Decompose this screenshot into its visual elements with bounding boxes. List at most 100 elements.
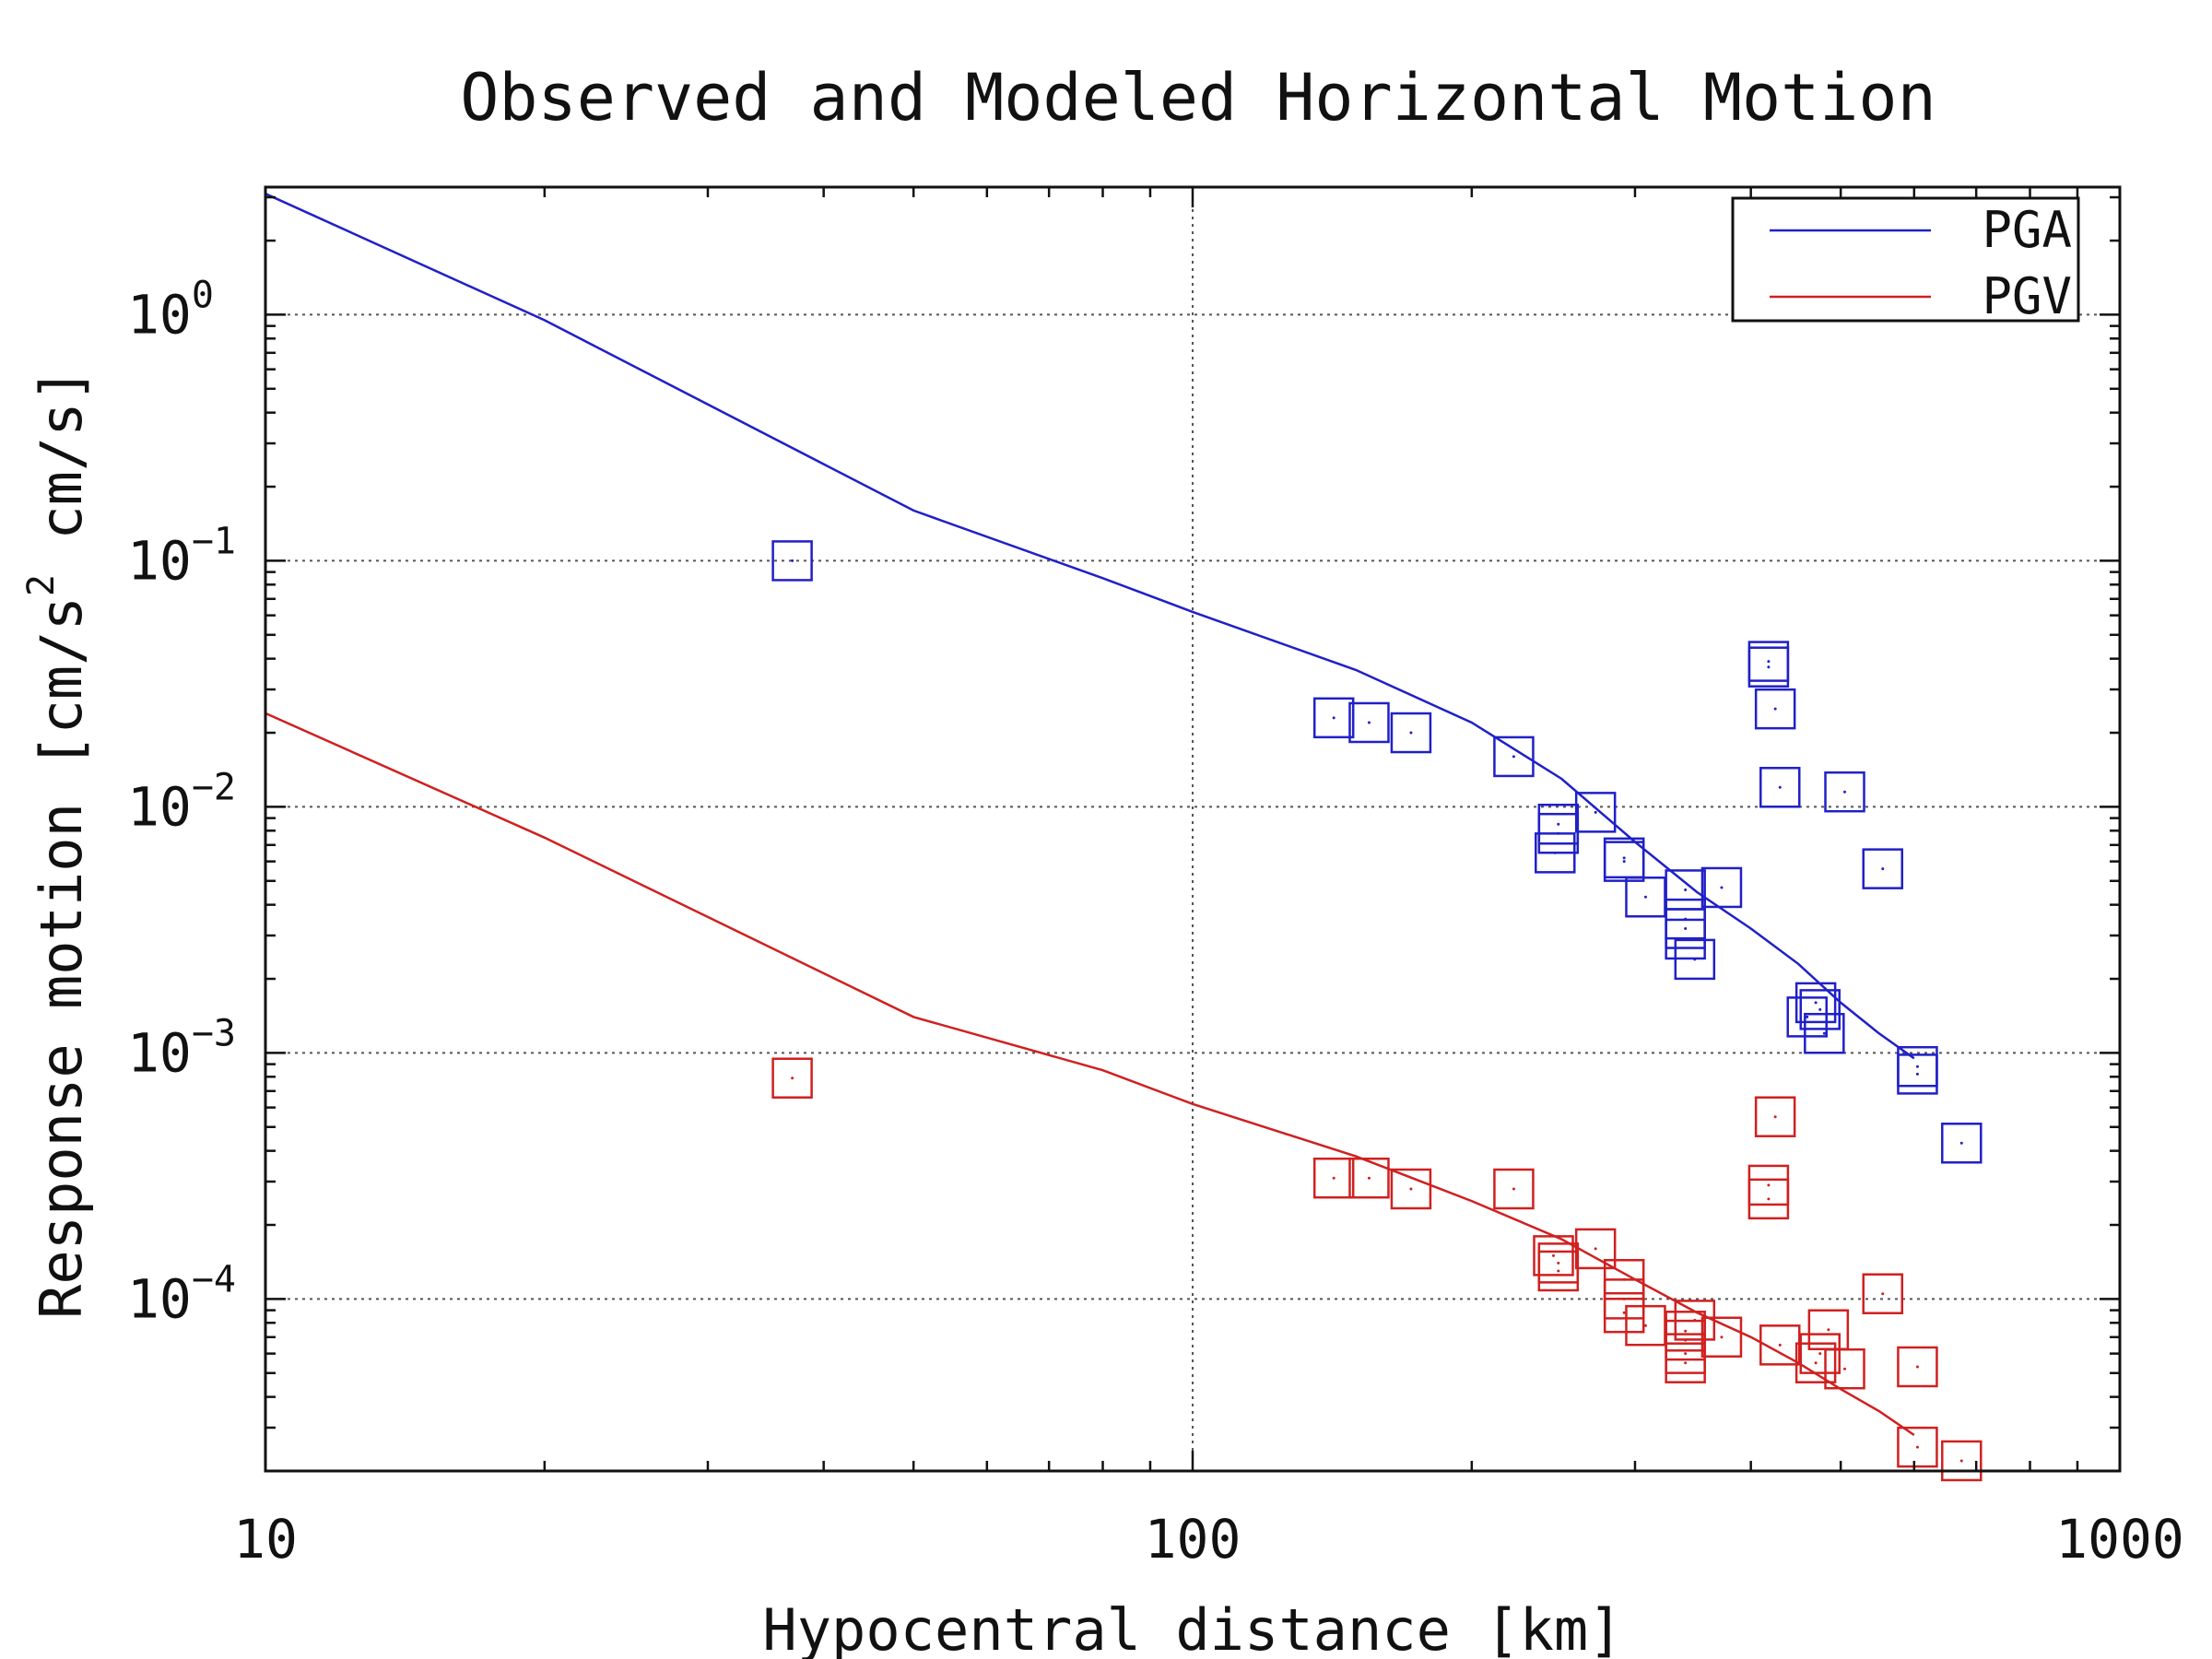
observed-point-center [1693,1318,1697,1322]
observed-point-center [1814,1361,1818,1365]
observed-point-pgv [1941,1440,1983,1482]
observed-point-pga [1794,982,1837,1024]
y-tick-exponent: −4 [192,1258,236,1300]
x-tick-label: 100 [1145,1508,1241,1571]
observed-point-center [1594,810,1597,814]
observed-point-center [1557,1261,1560,1265]
observed-point-pgv [1799,1333,1841,1374]
observed-point-center [1553,851,1557,854]
legend-label-pgv: PGV [1982,267,2072,325]
observed-point-center [1827,1328,1830,1332]
y-tick-label: 10−2 [127,766,236,838]
observed-point-pga [771,540,813,582]
y-tick-base: 10 [127,1021,192,1084]
model-line-pgv [265,712,1915,1437]
observed-point-pga [1390,712,1432,754]
x-axis-label: Hypocentral distance [km] [762,1596,1622,1659]
observed-point-pga [1862,848,1904,889]
observed-point-center [1767,1197,1771,1201]
observed-point-center [1915,1072,1919,1076]
observed-point-pgv [1533,1235,1574,1277]
observed-point-center [1552,1253,1556,1257]
observed-point-pgv [1897,1426,1938,1468]
y-axis-label: Response motion [cm/s2 cm/s] [20,368,95,1319]
observed-point-center [1512,755,1515,759]
y-tick-exponent: −3 [192,1012,236,1054]
observed-point-center [1367,721,1371,724]
x-tick-label: 1000 [2055,1508,2184,1571]
observed-point-pga [1786,996,1828,1038]
observed-point-pga [1754,688,1796,730]
observed-point-center [1684,1329,1688,1333]
observed-point-pgv [1674,1300,1716,1341]
x-tick-label: 10 [233,1508,298,1571]
observed-point-center [1409,731,1413,735]
observed-point-center [1822,1031,1826,1035]
y-tick-base: 10 [127,775,192,838]
y-tick-exponent: −2 [192,766,236,808]
observed-point-pga [1759,767,1801,808]
observed-point-center [1693,958,1697,961]
observed-point-center [791,559,794,562]
observed-point-pga [1603,841,1645,882]
observed-point-center [791,1077,794,1080]
observed-point-center [1684,1352,1688,1356]
observed-point-center [1843,1367,1847,1371]
observed-point-center [1720,886,1724,889]
observed-point-center [1843,790,1847,794]
observed-point-center [1814,1001,1818,1005]
observed-point-pgv [771,1057,813,1099]
observed-point-center [1720,1335,1724,1339]
observed-point-center [1767,660,1771,664]
observed-point-center [1915,1445,1919,1449]
observed-point-pga [1941,1123,1983,1164]
y-tick-label: 10−3 [127,1012,236,1084]
observed-point-center [1409,1187,1413,1191]
observed-point-center [1778,785,1782,789]
observed-point-pga [1897,1053,1938,1095]
observed-point-pgv [1537,1250,1580,1292]
observed-point-center [1778,1343,1782,1347]
observed-point-pgv [1493,1168,1535,1210]
y-tick-label: 100 [127,274,214,346]
observed-point-center [1512,1187,1515,1191]
observed-point-center [1622,1311,1626,1314]
chart-title: Observed and Modeled Horizontal Motion [460,60,1936,135]
y-tick-base: 10 [127,529,192,592]
observed-point-center [1594,1247,1597,1251]
legend-box [1731,196,2080,323]
x-tick-labels: 10 100 1000 [233,1508,2184,1571]
observed-point-center [1767,665,1771,669]
observed-point-pga [1348,701,1390,744]
observed-point-center [1881,1292,1885,1296]
observed-point-pgv [1759,1324,1801,1366]
observed-point-center [1959,1459,1963,1463]
legend-label-pga: PGA [1982,201,2072,259]
legend: PGA PGV [1731,196,2080,325]
observed-point-pga [1804,1013,1845,1054]
observed-point-pga [1493,735,1535,778]
observed-point-pgv [1824,1347,1865,1390]
ticks [264,187,2120,1473]
y-axis-label-main: Response motion [cm/s [28,596,95,1319]
observed-point-pga [1799,989,1841,1030]
observed-point-center [1643,895,1647,899]
observed-point-center [1773,1115,1777,1119]
observed-point-center [1557,1269,1560,1273]
observed-point-center [1806,1015,1809,1018]
observed-point-center [1767,1183,1771,1187]
observed-point-center [1557,822,1560,826]
y-axis-label-exponent: 2 [20,574,63,596]
observed-point-center [1959,1141,1963,1145]
y-tick-label: 10−4 [127,1258,236,1330]
data-layer [265,193,1983,1482]
observed-point-center [1915,1365,1919,1369]
observed-point-pga [1535,832,1576,874]
observed-point-pgv [1665,1342,1706,1383]
observed-point-center [1915,1065,1919,1068]
observed-point-center [1622,1297,1626,1300]
observed-point-pgv [1794,1342,1837,1383]
observed-point-center [1332,1176,1335,1180]
